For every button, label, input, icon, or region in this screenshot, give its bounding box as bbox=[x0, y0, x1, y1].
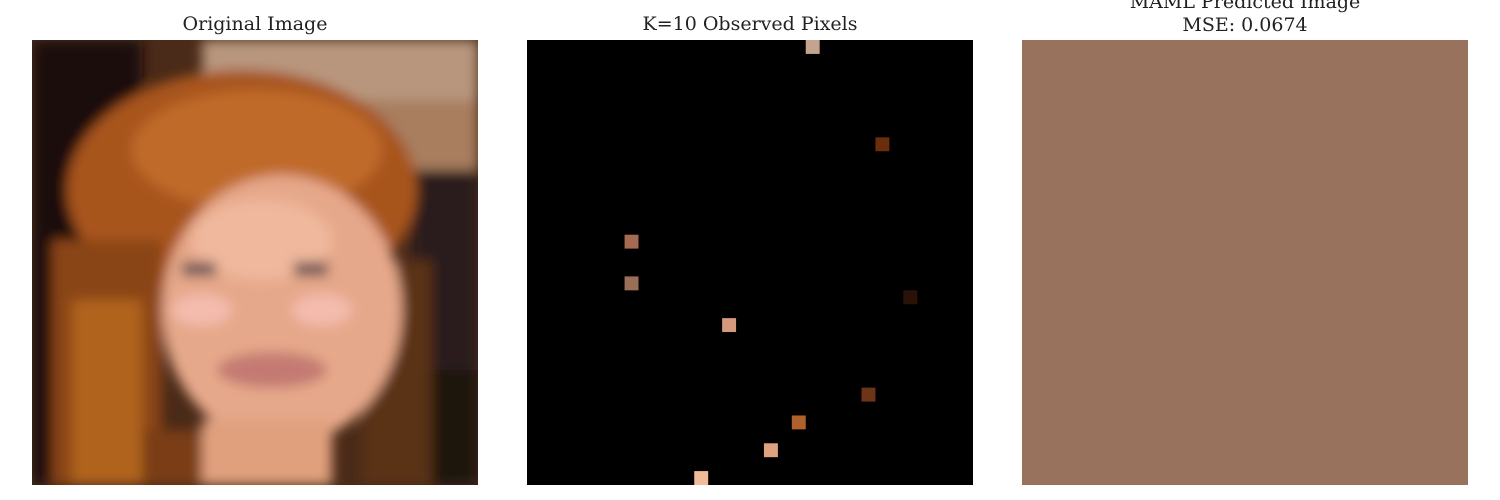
original-image-panel: Original Image bbox=[32, 0, 478, 500]
original-image-title: Original Image bbox=[32, 13, 478, 35]
observed-pixel bbox=[722, 318, 736, 332]
predicted-image bbox=[1022, 40, 1468, 485]
predicted-image-canvas bbox=[1022, 40, 1468, 485]
observed-pixel bbox=[792, 415, 806, 429]
observed-pixel bbox=[625, 235, 639, 249]
observed-pixel bbox=[764, 443, 778, 457]
original-image bbox=[32, 40, 478, 485]
predicted-image-panel: MAML Predicted Image MSE: 0.0674 bbox=[1022, 0, 1468, 500]
observed-pixel bbox=[625, 276, 639, 290]
observed-pixels-canvas bbox=[527, 40, 973, 485]
original-face-image bbox=[32, 40, 478, 485]
observed-pixels-panel: K=10 Observed Pixels bbox=[527, 0, 973, 500]
observed-pixel bbox=[694, 471, 708, 485]
predicted-fill bbox=[1022, 40, 1468, 485]
mse-label: MSE: 0.0674 bbox=[1022, 14, 1468, 36]
observed-pixel bbox=[806, 40, 820, 54]
predicted-image-title: MAML Predicted Image bbox=[1022, 0, 1468, 13]
observed-pixel bbox=[875, 137, 889, 151]
observed-pixel bbox=[862, 388, 876, 402]
observed-pixels-title: K=10 Observed Pixels bbox=[527, 13, 973, 35]
observed-pixel bbox=[903, 290, 917, 304]
observed-background bbox=[527, 40, 973, 485]
observed-pixels-image bbox=[527, 40, 973, 485]
